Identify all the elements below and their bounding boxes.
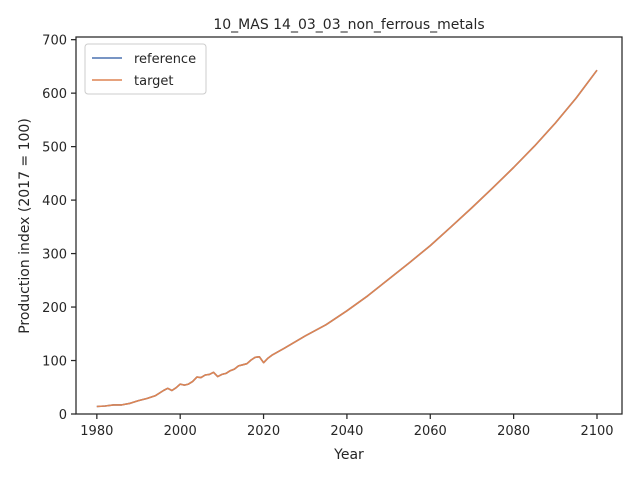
- x-tick-label: 2080: [497, 424, 530, 439]
- y-tick-label: 700: [42, 34, 67, 49]
- plot-frame: [75, 36, 623, 415]
- y-tick-label: 500: [42, 141, 67, 156]
- x-tick-label: 2100: [580, 424, 613, 439]
- y-tick-label: 300: [42, 248, 67, 263]
- ticks-layer: 1980 2000 2020 2040 2060 2080 2100 0 100 200 300 40…: [42, 34, 613, 439]
- y-tick-label: 0: [59, 408, 67, 423]
- x-tick-label: 2060: [414, 424, 447, 439]
- y-tick-label: 600: [42, 87, 67, 102]
- legend-label-target: target: [134, 74, 174, 89]
- legend: reference target: [84, 43, 207, 95]
- legend-box: [84, 43, 207, 95]
- y-axis-title: Production index (2017 = 100): [17, 118, 33, 334]
- x-tick-label: 1980: [80, 424, 113, 439]
- series-line-reference: [96, 69, 598, 408]
- x-tick-label: 2040: [330, 424, 363, 439]
- legend-label-reference: reference: [134, 52, 196, 67]
- x-tick-label: 2000: [164, 424, 197, 439]
- y-tick-label: 100: [42, 355, 67, 370]
- y-tick-label: 400: [42, 194, 67, 209]
- x-tick-label: 2020: [247, 424, 280, 439]
- chart-title: 10_MAS 14_03_03_non_ferrous_metals: [213, 17, 484, 33]
- y-tick-label: 200: [42, 301, 67, 316]
- series-layer: [96, 69, 598, 408]
- series-line-target: [96, 69, 598, 408]
- x-axis-title: Year: [333, 447, 364, 463]
